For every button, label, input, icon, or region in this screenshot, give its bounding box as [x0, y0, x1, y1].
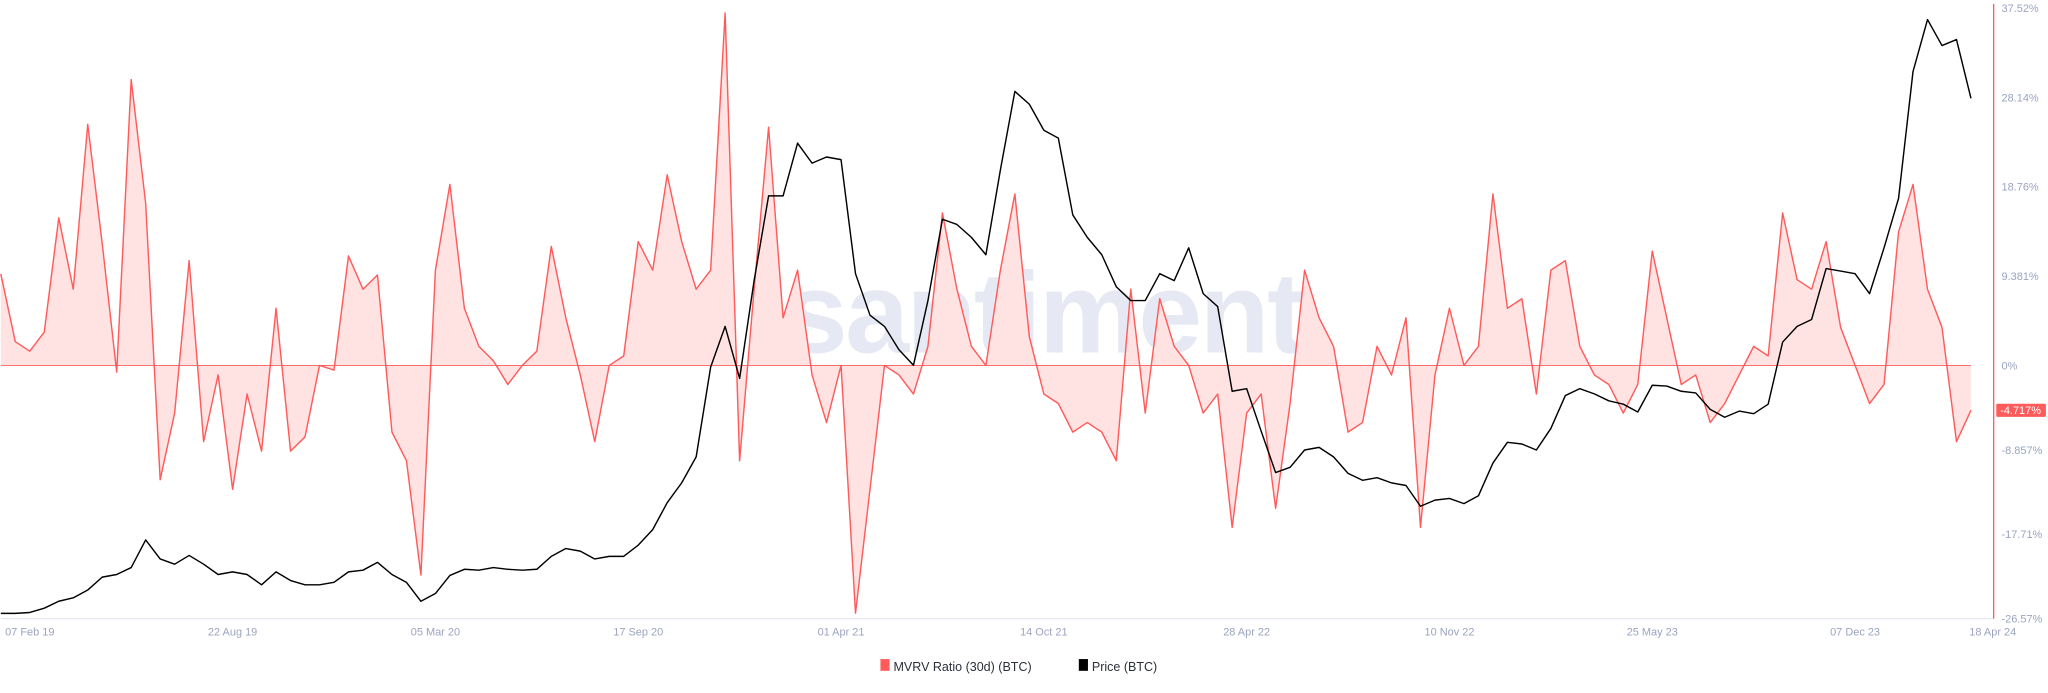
x-tick-label: 22 Aug 19 — [208, 627, 257, 639]
x-tick-label: 07 Feb 19 — [5, 627, 54, 639]
price-series-line — [0, 18, 1972, 615]
current-value-badge: -4.717% — [1996, 403, 2046, 417]
x-tick-label: 07 Dec 23 — [1830, 627, 1880, 639]
current-value-badge-bg — [1996, 403, 2046, 417]
y-tick-label: -26.57% — [2002, 614, 2043, 626]
mvrv-series-line — [0, 12, 1972, 614]
y-tick-label: 0% — [2002, 360, 2018, 372]
y-tick-label: 28.14% — [2002, 92, 2039, 104]
legend-label-mvrv: MVRV Ratio (30d) (BTC) — [893, 660, 1031, 674]
legend-label-price: Price (BTC) — [1092, 660, 1157, 674]
legend-swatch-price — [1078, 659, 1088, 671]
x-axis-ticks: 07 Feb 19 22 Aug 19 05 Mar 20 17 Sep 20 01 A… — [5, 627, 2016, 639]
x-tick-label: 10 Nov 22 — [1424, 627, 1474, 639]
legend-item-mvrv[interactable]: MVRV Ratio (30d) (BTC) — [880, 659, 1032, 674]
x-tick-label: 17 Sep 20 — [613, 627, 663, 639]
y-tick-label: -8.857% — [2002, 445, 2043, 457]
santiment-watermark: santiment. — [784, 249, 1332, 377]
legend-swatch-mvrv — [880, 659, 890, 671]
legend: MVRV Ratio (30d) (BTC) Price (BTC) — [880, 659, 1157, 674]
x-tick-label: 05 Mar 20 — [411, 627, 460, 639]
x-tick-label: 01 Apr 21 — [818, 627, 865, 639]
y-tick-label: 37.52% — [2002, 3, 2039, 15]
x-tick-label: 28 Apr 22 — [1223, 627, 1270, 639]
legend-item-price[interactable]: Price (BTC) — [1078, 659, 1157, 674]
y-tick-label: -17.71% — [2002, 529, 2043, 541]
current-value-label: -4.717% — [2000, 405, 2041, 417]
y-tick-label: 18.76% — [2002, 182, 2039, 194]
plot-area — [0, 12, 1972, 615]
y-tick-label: 9.381% — [2002, 271, 2039, 283]
x-tick-label: 14 Oct 21 — [1020, 627, 1068, 639]
right-y-axis-ticks: 37.52% 28.14% 18.76% 9.381% 0% -8.857% -17.71%… — [2002, 3, 2043, 626]
x-tick-label: 18 Apr 24 — [1969, 627, 2016, 639]
x-tick-label: 25 May 23 — [1627, 627, 1678, 639]
